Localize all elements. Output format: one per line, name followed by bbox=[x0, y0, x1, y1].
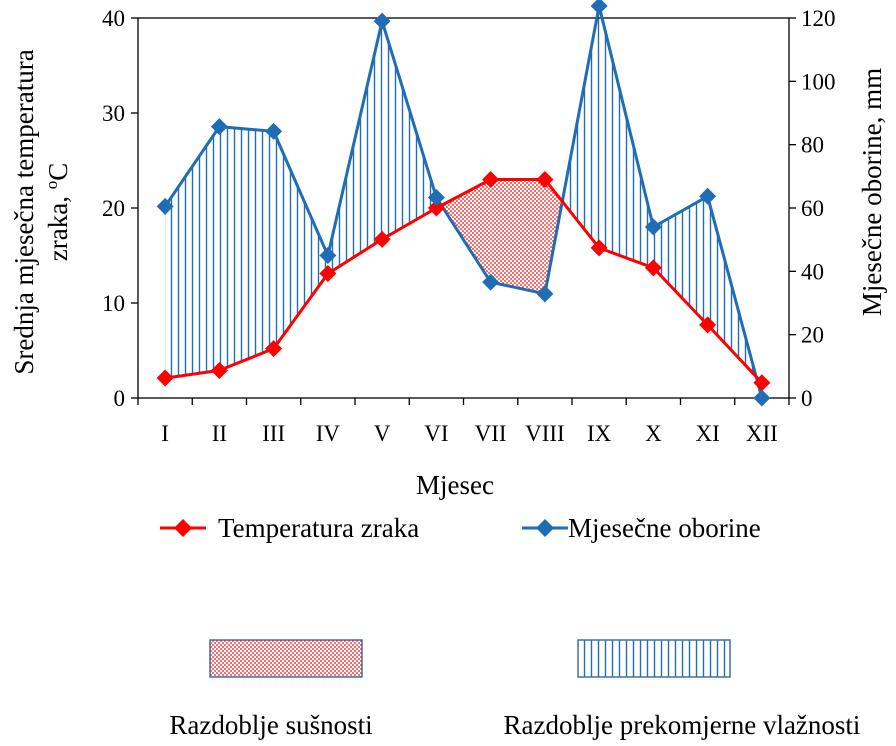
temperature-point bbox=[265, 340, 283, 358]
drought-area bbox=[490, 179, 545, 294]
temperature-point bbox=[210, 361, 228, 379]
excess-moisture-area bbox=[273, 131, 328, 349]
precipitation-point bbox=[699, 187, 717, 205]
precipitation-point bbox=[373, 12, 391, 30]
x-tick-label: V bbox=[374, 421, 391, 446]
precipitation-point bbox=[156, 197, 174, 215]
y-right-tick-label: 120 bbox=[801, 6, 836, 31]
precipitation-point bbox=[265, 122, 283, 140]
x-tick-label: IX bbox=[587, 421, 612, 446]
precipitation-point bbox=[482, 273, 500, 291]
drought-area bbox=[441, 179, 491, 283]
legend-label-temperature: Temperatura zraka bbox=[218, 513, 419, 543]
y-left-tick-label: 40 bbox=[102, 6, 125, 31]
y-right-tick-label: 20 bbox=[801, 323, 824, 348]
precipitation-point bbox=[753, 389, 771, 407]
x-tick-label: X bbox=[645, 421, 662, 446]
excess-moisture-area bbox=[165, 126, 220, 379]
precipitation-point bbox=[590, 0, 608, 15]
y-left-tick-label: 30 bbox=[102, 101, 125, 126]
temperature-point bbox=[590, 239, 608, 257]
precipitation-point bbox=[319, 247, 337, 264]
x-tick-label: IV bbox=[316, 421, 341, 446]
excess-moisture-area bbox=[219, 126, 274, 371]
y-axis-right-title: Mjesečne oborine, mm bbox=[857, 68, 887, 316]
series-lines bbox=[163, 4, 764, 399]
temperature-point bbox=[699, 316, 717, 334]
temperature-point bbox=[373, 230, 391, 248]
swatch-excess-moisture-period bbox=[577, 639, 731, 678]
temperature-point bbox=[536, 171, 554, 188]
y-axis-left-title-prefix: zraka, bbox=[43, 189, 73, 261]
y-left-tick-label: 0 bbox=[114, 386, 126, 411]
temperature-point bbox=[156, 369, 174, 387]
x-tick-label: VIII bbox=[525, 421, 565, 446]
excess-moisture-area bbox=[653, 196, 708, 325]
y-right-tick-label: 80 bbox=[801, 133, 824, 158]
y-left-tick-label: 10 bbox=[102, 291, 125, 316]
y-left-tick-label: 20 bbox=[102, 196, 125, 221]
legend-marker-temperature bbox=[174, 519, 192, 537]
y-right-tick-label: 100 bbox=[801, 69, 836, 94]
swatch-drought-period bbox=[209, 639, 363, 678]
y-axis-left-title-superscript: o bbox=[42, 181, 61, 190]
x-tick-label: VII bbox=[475, 421, 507, 446]
area-legend: Razdoblje sušnosti Razdoblje prekomjerne… bbox=[169, 639, 861, 740]
excess-moisture-area bbox=[562, 6, 600, 248]
temperature-point bbox=[753, 374, 771, 392]
precipitation-line bbox=[163, 4, 764, 399]
y-axis-left-title-line2: zraka, oC bbox=[42, 163, 73, 261]
precipitation-point bbox=[536, 285, 554, 303]
precipitation-point bbox=[644, 218, 662, 236]
series-markers bbox=[156, 0, 771, 407]
y-axis-left-title-line1: Srednja mjesečna temperatura bbox=[9, 49, 39, 374]
precipitation-point bbox=[427, 189, 445, 207]
label-drought-period: Razdoblje sušnosti bbox=[169, 710, 372, 740]
temperature-point bbox=[482, 171, 500, 188]
y-right-tick-label: 60 bbox=[801, 196, 824, 221]
temperature-line bbox=[164, 178, 763, 384]
temperature-point bbox=[319, 265, 337, 283]
y-right-tick-label: 0 bbox=[801, 386, 813, 411]
precipitation-point bbox=[210, 118, 228, 136]
y-axis-left-title-unit: C bbox=[43, 163, 73, 181]
legend: Temperatura zraka Mjesečne oborine bbox=[160, 513, 761, 543]
temperature-point bbox=[644, 259, 662, 277]
y-axis-left-title: Srednja mjesečna temperatura zraka, oC bbox=[9, 49, 73, 374]
temperature-point bbox=[427, 199, 445, 217]
y-right-tick-label: 40 bbox=[801, 259, 824, 284]
x-tick-label: I bbox=[161, 421, 169, 446]
excess-moisture-area bbox=[599, 6, 654, 268]
legend-marker-precipitation bbox=[536, 519, 554, 537]
label-excess-moisture-period: Razdoblje prekomjerne vlažnosti bbox=[504, 710, 861, 740]
excess-moisture-area bbox=[382, 21, 437, 240]
x-tick-label: VI bbox=[424, 421, 448, 446]
x-tick-label: II bbox=[212, 421, 227, 446]
x-tick-label: XI bbox=[695, 421, 719, 446]
fill-areas bbox=[165, 6, 762, 398]
x-axis-title: Mjesec bbox=[416, 470, 494, 500]
x-tick-label: XII bbox=[746, 421, 778, 446]
x-tick-label: III bbox=[262, 421, 285, 446]
legend-label-precipitation: Mjesečne oborine bbox=[568, 513, 761, 543]
